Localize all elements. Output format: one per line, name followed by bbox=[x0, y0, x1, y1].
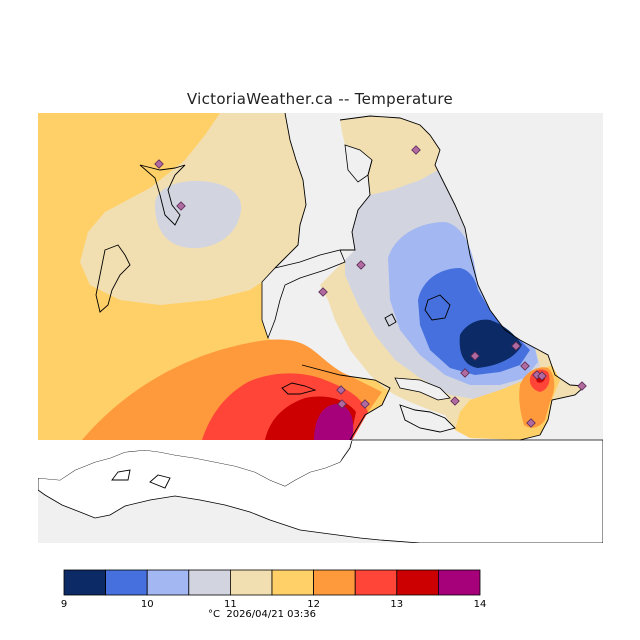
legend-swatch bbox=[188, 569, 231, 596]
legend-swatch bbox=[271, 569, 314, 596]
legend-tick-label: 12 bbox=[307, 599, 320, 610]
legend-tick-label: 9 bbox=[61, 599, 67, 610]
station-marker bbox=[520, 361, 530, 371]
legend-timestamp: 2026/04/21 03:36 bbox=[226, 609, 316, 620]
station-marker bbox=[318, 287, 328, 297]
legend-tick-label: 13 bbox=[390, 599, 403, 610]
legend-swatch bbox=[146, 569, 190, 596]
station-markers bbox=[154, 145, 587, 428]
temperature-field bbox=[38, 113, 585, 440]
coastlines bbox=[95, 113, 587, 489]
station-marker bbox=[411, 145, 421, 155]
station-marker bbox=[511, 341, 521, 351]
legend-tick-label: 10 bbox=[141, 599, 154, 610]
legend-swatch bbox=[105, 569, 148, 596]
station-marker bbox=[460, 368, 470, 378]
legend-tick-label: 14 bbox=[474, 599, 487, 610]
legend-swatch bbox=[437, 569, 481, 596]
color-legend: 9 10 11 12 13 14 bbox=[61, 569, 487, 610]
station-marker bbox=[537, 371, 547, 381]
legend-swatch bbox=[396, 569, 439, 596]
map-title: VictoriaWeather.ca -- Temperature bbox=[186, 90, 454, 108]
station-marker bbox=[360, 399, 370, 409]
inlets bbox=[261, 144, 451, 401]
station-marker bbox=[154, 159, 164, 169]
station-marker bbox=[470, 351, 480, 361]
station-marker bbox=[577, 381, 587, 391]
legend-unit: °C bbox=[208, 609, 220, 620]
legend-swatch bbox=[229, 569, 273, 596]
station-marker bbox=[176, 201, 186, 211]
station-marker bbox=[526, 418, 536, 428]
legend-swatch bbox=[63, 569, 106, 596]
station-marker bbox=[356, 260, 366, 270]
legend-footer: °C 2026/04/21 03:36 bbox=[208, 609, 316, 620]
legend-tick-label: 11 bbox=[224, 599, 237, 610]
station-marker bbox=[337, 399, 347, 409]
station-marker bbox=[450, 396, 460, 406]
legend-swatch bbox=[354, 569, 398, 596]
station-marker bbox=[336, 385, 346, 395]
us-interior-land bbox=[38, 440, 352, 486]
zone-13-5-14 bbox=[314, 404, 354, 440]
zone-10-5-11-west bbox=[155, 180, 242, 249]
legend-swatch bbox=[313, 569, 356, 596]
